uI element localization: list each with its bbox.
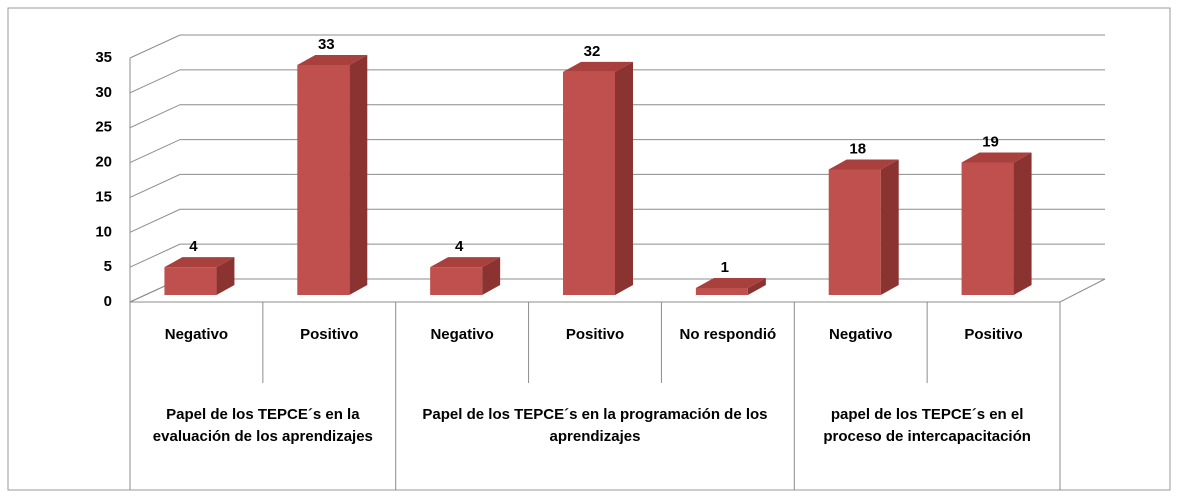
- y-tick-label: 15: [95, 188, 112, 205]
- bar: [430, 257, 501, 295]
- frame: [7, 7, 1171, 491]
- y-tick-label: 30: [95, 84, 112, 101]
- bar: [297, 54, 368, 295]
- group-label: papel de los TEPCE´s en el proceso de in…: [823, 406, 1031, 445]
- bar-face: [615, 61, 633, 295]
- bar-face: [747, 278, 766, 295]
- bar: [828, 159, 899, 295]
- value-label: 33: [318, 36, 335, 53]
- bar-face: [430, 267, 483, 295]
- group-label: Papel de los TEPCE´s en la evaluación de…: [152, 406, 373, 445]
- x-tick-label: No respondió: [679, 326, 777, 343]
- bar-face: [828, 169, 881, 295]
- grid-line: [129, 69, 1105, 94]
- x-tick-label: Negativo: [164, 326, 229, 343]
- bar-face: [297, 54, 368, 65]
- bar-face: [297, 64, 350, 295]
- x-tick-label: Negativo: [829, 326, 893, 343]
- bar-face: [164, 257, 235, 268]
- y-tick-label: 5: [104, 258, 112, 275]
- bar-face: [216, 257, 235, 295]
- value-label: 19: [982, 134, 999, 151]
- grid-line: [129, 34, 1105, 59]
- value-label: 32: [584, 43, 601, 60]
- value-label: 18: [849, 140, 866, 157]
- bar: [695, 278, 766, 295]
- grid-line: [129, 173, 1105, 198]
- value-label: 4: [455, 238, 464, 255]
- bar-face: [563, 61, 633, 72]
- y-tick-label: 35: [95, 49, 112, 66]
- y-tick-label: 25: [95, 119, 112, 136]
- bar-face: [482, 257, 501, 295]
- grid-line: [129, 104, 1105, 129]
- x-tick-label: Positivo: [300, 326, 359, 343]
- bar-face: [164, 267, 217, 295]
- group-label: Papel de los TEPCE´s en la programación …: [422, 406, 768, 445]
- x-tick-label: Positivo: [565, 326, 625, 343]
- bar-face: [961, 152, 1032, 163]
- bar-face: [430, 257, 501, 268]
- bar-face: [563, 71, 615, 296]
- bar-face: [349, 54, 368, 295]
- bar-face: [695, 278, 766, 289]
- y-tick-label: 20: [95, 154, 112, 171]
- bar-face: [961, 162, 1014, 295]
- bar-face: [1013, 152, 1032, 295]
- value-label: 1: [721, 259, 729, 276]
- y-tick-label: 0: [104, 293, 112, 310]
- grid-line: [129, 139, 1105, 164]
- y-tick-label: 10: [95, 223, 112, 240]
- value-label: 4: [189, 238, 198, 255]
- bar: [164, 257, 235, 295]
- x-tick-label: Positivo: [964, 326, 1023, 343]
- bar-face: [695, 288, 748, 295]
- x-tick-label: Negativo: [430, 326, 494, 343]
- bar-face: [880, 159, 899, 295]
- bar: [961, 152, 1032, 295]
- bar-face: [828, 159, 899, 170]
- grid-line: [129, 243, 1105, 268]
- bar: [563, 61, 633, 296]
- grid-line: [129, 208, 1105, 233]
